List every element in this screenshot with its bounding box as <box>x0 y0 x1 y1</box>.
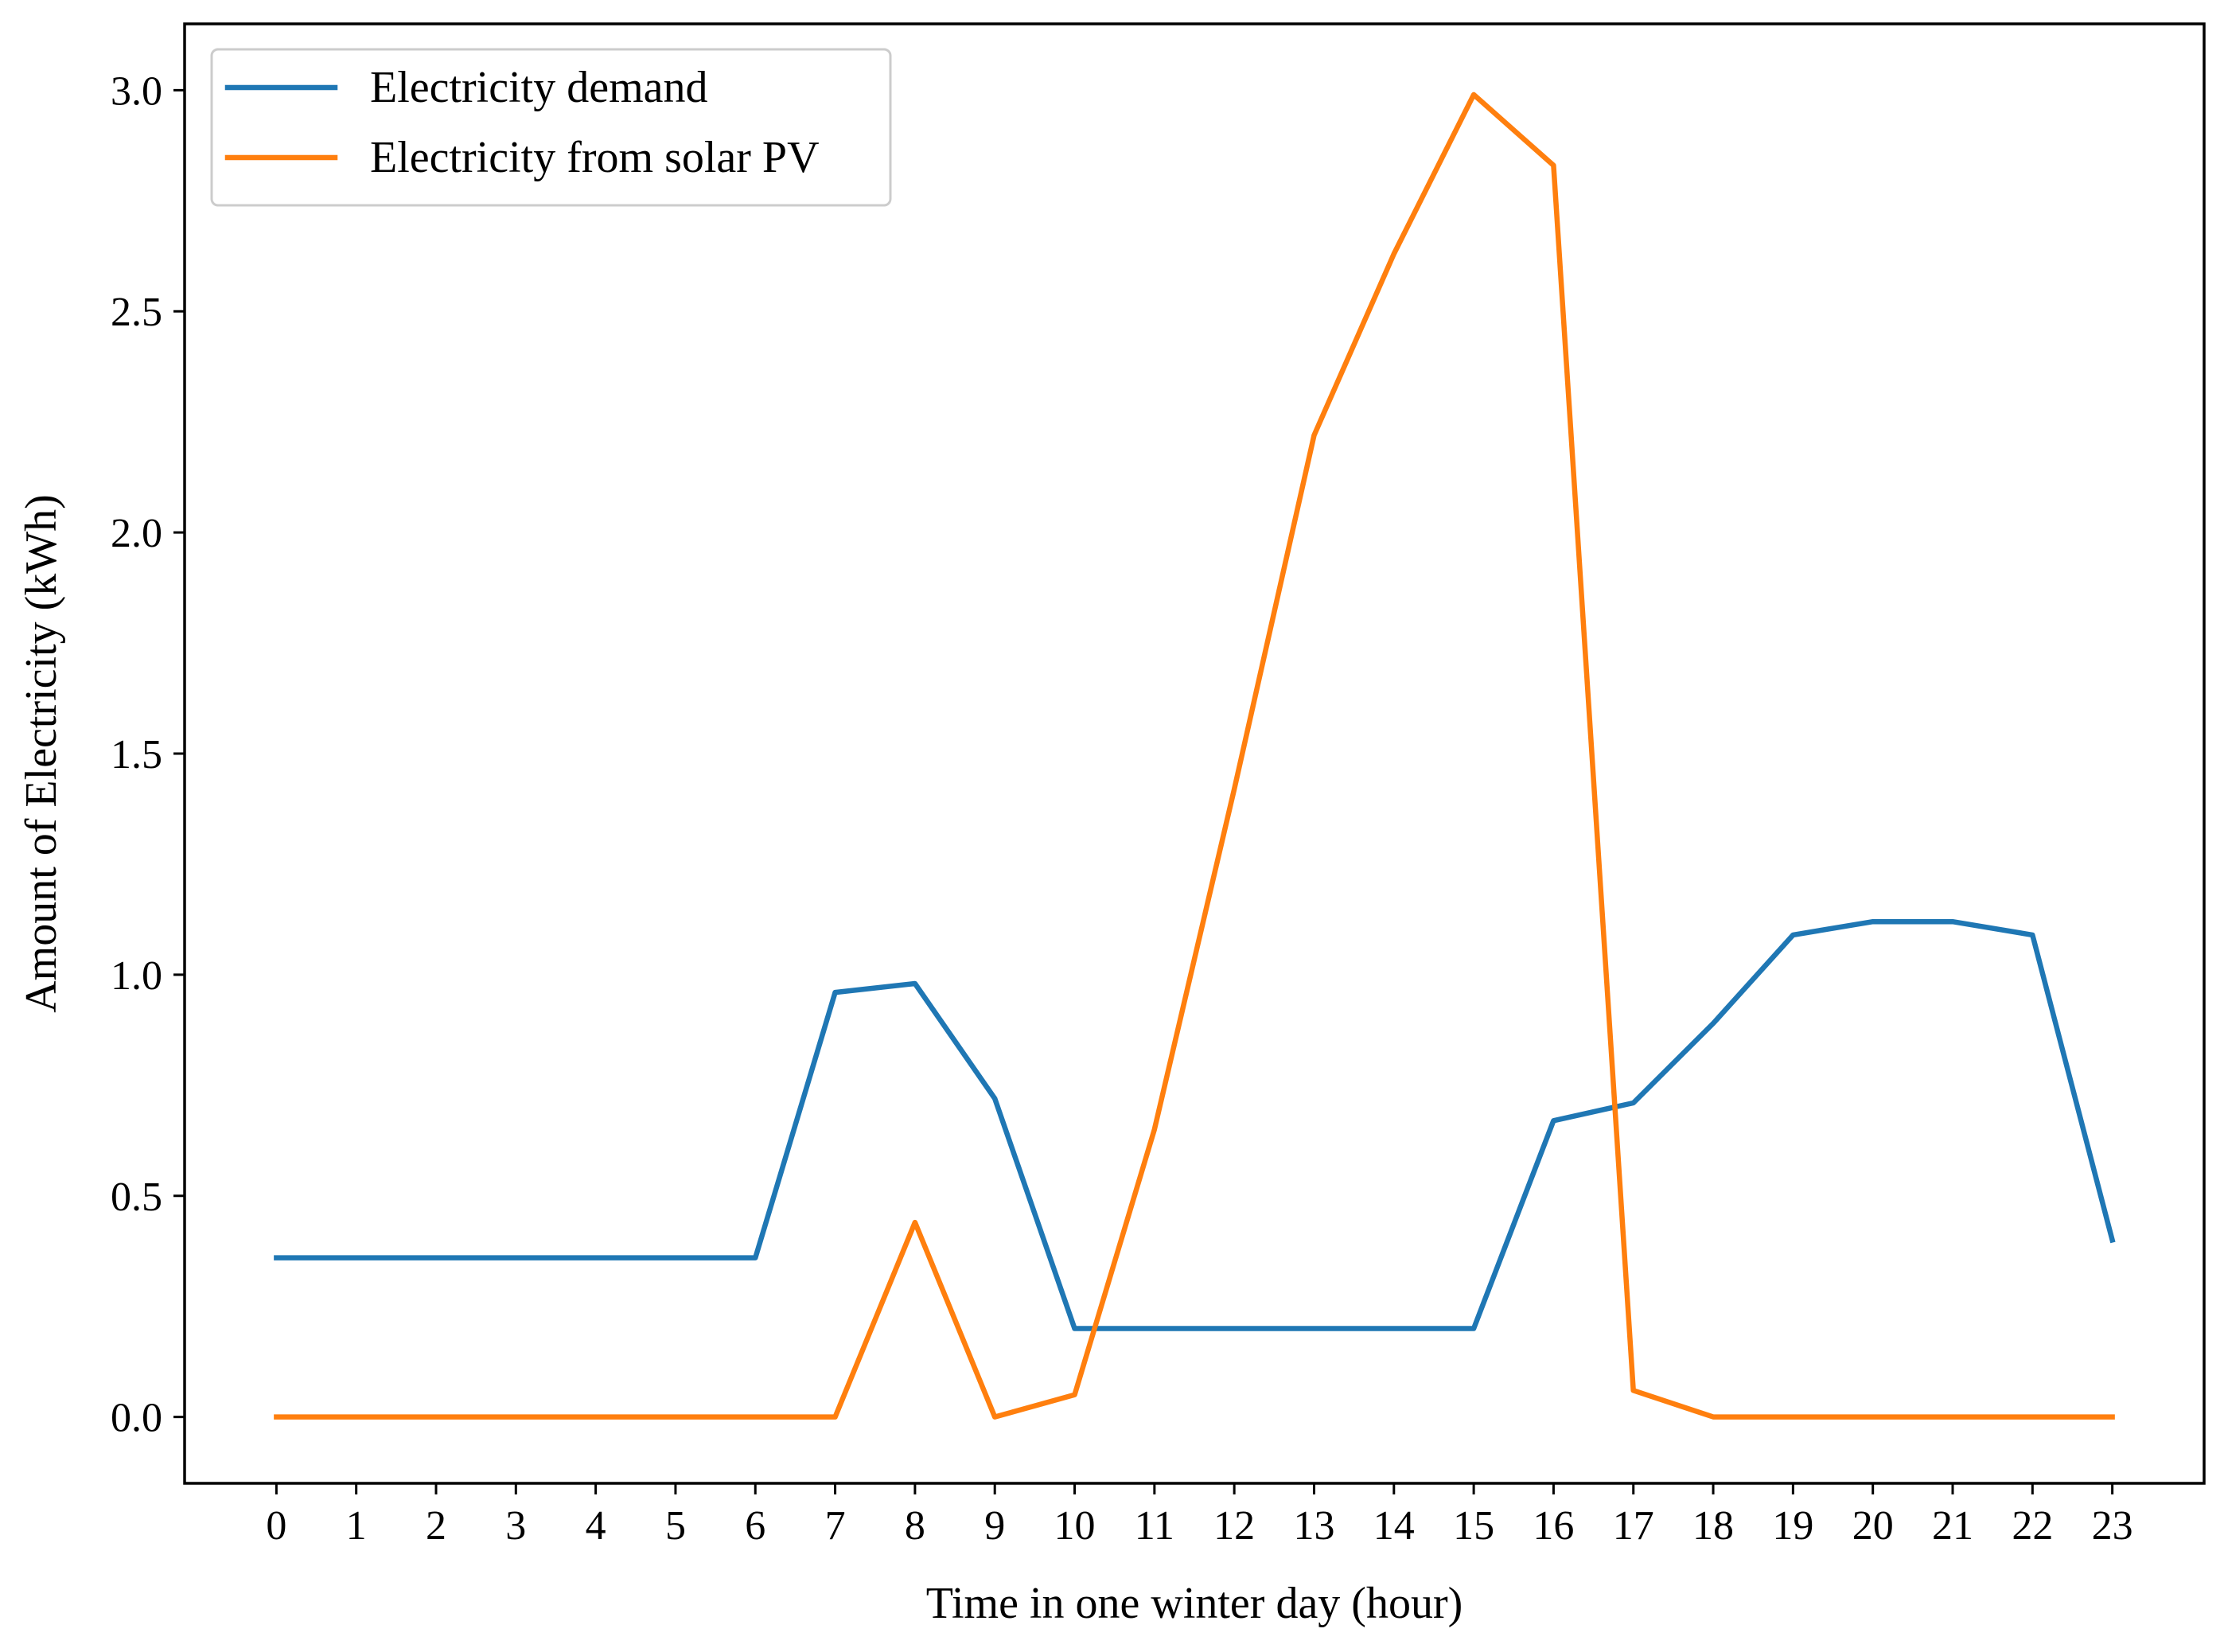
x-tick-label: 17 <box>1613 1503 1654 1549</box>
y-tick-label: 0.0 <box>111 1396 162 1441</box>
x-tick-label: 2 <box>426 1503 446 1549</box>
x-tick-label: 1 <box>346 1503 367 1549</box>
y-tick-label: 2.0 <box>111 511 162 556</box>
x-tick-label: 15 <box>1453 1503 1494 1549</box>
y-axis-label: Amount of Electricity (kWh) <box>17 494 66 1013</box>
y-tick-label: 0.5 <box>111 1175 162 1220</box>
x-tick-label: 18 <box>1692 1503 1734 1549</box>
x-tick-label: 20 <box>1852 1503 1894 1549</box>
x-tick-label: 7 <box>825 1503 846 1549</box>
x-axis-label: Time in one winter day (hour) <box>926 1579 1463 1628</box>
legend: Electricity demand Electricity from sola… <box>210 48 892 207</box>
x-tick-label: 6 <box>745 1503 765 1549</box>
x-tick-label: 23 <box>2092 1503 2133 1549</box>
x-tick-label: 22 <box>2012 1503 2053 1549</box>
legend-label-demand: Electricity demand <box>370 63 707 112</box>
x-tick-label: 8 <box>905 1503 925 1549</box>
x-tick-label: 9 <box>984 1503 1005 1549</box>
plot-frame <box>183 22 2206 1485</box>
legend-label-solar: Electricity from solar PV <box>370 133 820 182</box>
x-tick-label: 14 <box>1373 1503 1415 1549</box>
x-tick-label: 13 <box>1293 1503 1334 1549</box>
y-tick-label: 1.0 <box>111 953 162 999</box>
x-tick-label: 5 <box>665 1503 686 1549</box>
x-tick-label: 10 <box>1054 1503 1096 1549</box>
legend-box <box>210 48 892 207</box>
series-line-solar <box>274 92 2115 1420</box>
x-tick-label: 0 <box>266 1503 286 1549</box>
x-tick-label: 4 <box>586 1503 606 1549</box>
x-tick-label: 19 <box>1772 1503 1813 1549</box>
y-tick-label: 2.5 <box>111 290 162 335</box>
axes-layer: 0 1 2 3 4 5 6 7 8 9 10 11 12 13 14 15 16 17 18 19 20 21 22 230.… <box>111 68 2133 1549</box>
x-tick-label: 11 <box>1135 1503 1174 1549</box>
series-layer <box>274 92 2116 1420</box>
x-tick-label: 21 <box>1932 1503 1973 1549</box>
y-tick-label: 3.0 <box>111 68 162 114</box>
series-line-demand <box>274 918 2116 1331</box>
y-tick-label: 1.5 <box>111 732 162 777</box>
x-tick-label: 16 <box>1533 1503 1574 1549</box>
x-tick-label: 3 <box>505 1503 526 1549</box>
x-tick-label: 12 <box>1213 1503 1255 1549</box>
